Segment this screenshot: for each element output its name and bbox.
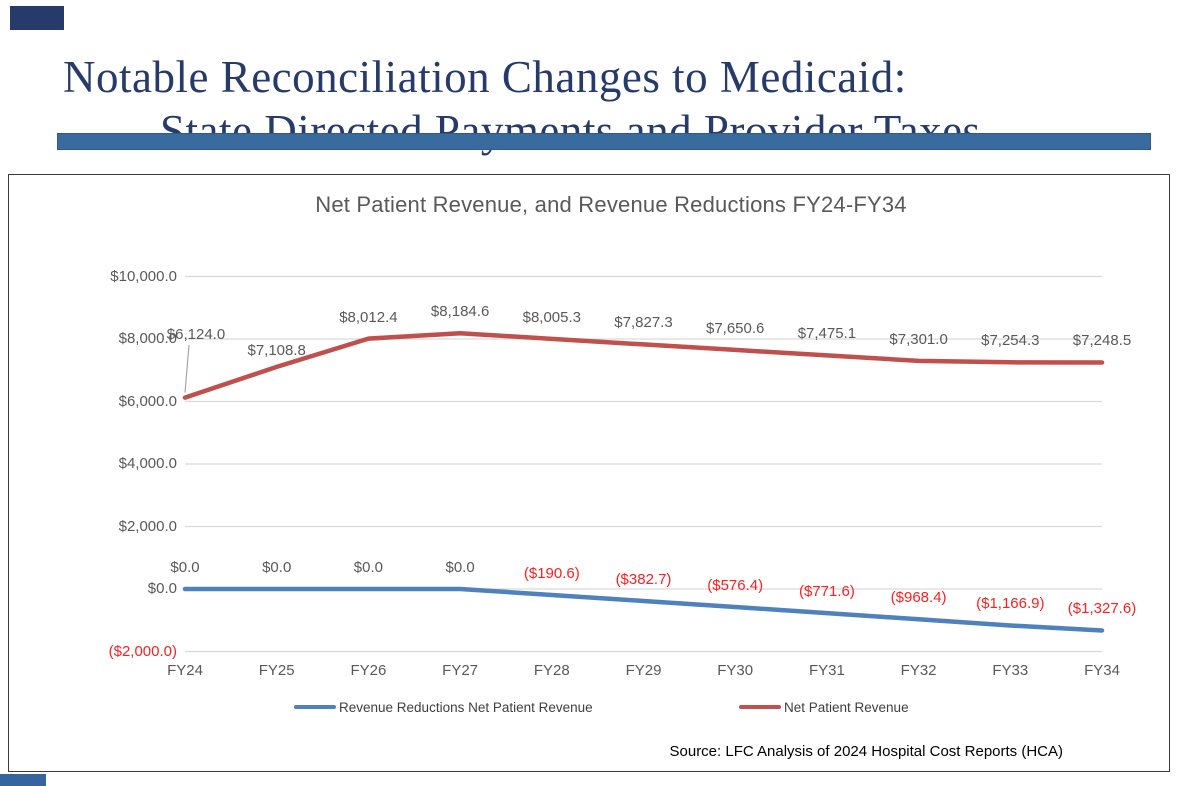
series-line-revenue-reductions bbox=[182, 586, 1105, 633]
legend-swatch-red-line bbox=[739, 704, 781, 710]
x-tick-label: FY26 bbox=[350, 662, 387, 679]
data-label: $6,124.0 bbox=[166, 326, 226, 343]
chart-frame: Net Patient Revenue, and Revenue Reducti… bbox=[8, 174, 1170, 772]
x-tick-label: FY30 bbox=[717, 662, 754, 679]
plot-area: Net Patient Revenue, and Revenue Reducti… bbox=[9, 175, 1169, 771]
data-label: $7,108.8 bbox=[247, 341, 306, 359]
x-tick-label: FY32 bbox=[900, 662, 937, 679]
data-label: $7,248.5 bbox=[1072, 332, 1132, 350]
data-label: ($576.4) bbox=[707, 577, 764, 594]
data-label: $0.0 bbox=[262, 559, 292, 576]
series-line-net-patient-revenue bbox=[182, 330, 1105, 400]
data-label: $0.0 bbox=[353, 559, 383, 576]
y-tick-label: $0.0 bbox=[147, 580, 177, 597]
x-tick-label: FY28 bbox=[533, 662, 570, 679]
slide-title: Notable Reconciliation Changes to Medica… bbox=[63, 50, 1143, 158]
title-divider-bar bbox=[57, 133, 1151, 150]
data-label: $7,301.0 bbox=[889, 330, 948, 348]
x-tick-label: FY27 bbox=[442, 662, 479, 679]
y-tick-label: ($2,000.0) bbox=[108, 642, 177, 660]
data-label: $0.0 bbox=[170, 559, 200, 576]
data-label: ($968.4) bbox=[890, 589, 947, 607]
data-label: $8,012.4 bbox=[339, 308, 398, 326]
data-label: $7,475.1 bbox=[797, 325, 857, 343]
legend-swatch-blue-line bbox=[294, 704, 336, 710]
top-left-accent-block bbox=[10, 6, 64, 30]
legend-item-net-patient-revenue: Net Patient Revenue bbox=[739, 698, 909, 716]
legend-item-revenue-reductions: Revenue Reductions Net Patient Revenue bbox=[294, 698, 593, 716]
chart-canvas bbox=[182, 275, 1105, 653]
x-tick-label: FY29 bbox=[625, 662, 662, 679]
legend-label-revenue-reductions: Revenue Reductions Net Patient Revenue bbox=[339, 699, 593, 715]
data-label: ($1,166.9) bbox=[976, 595, 1045, 613]
chart-title: Net Patient Revenue, and Revenue Reducti… bbox=[315, 192, 907, 217]
data-label-leader-line bbox=[184, 344, 190, 393]
data-label: ($382.7) bbox=[615, 570, 672, 588]
data-label: ($190.6) bbox=[523, 564, 580, 582]
slide-title-line-2: State Directed Payments and Provider Tax… bbox=[160, 106, 981, 157]
slide-title-line-1: Notable Reconciliation Changes to Medica… bbox=[63, 52, 907, 103]
y-tick-label: $2,000.0 bbox=[118, 517, 177, 535]
legend-label-net-patient-revenue: Net Patient Revenue bbox=[784, 699, 909, 715]
x-tick-label: FY31 bbox=[808, 662, 845, 679]
data-label: $7,827.3 bbox=[614, 314, 673, 332]
y-tick-label: $10,000.0 bbox=[110, 267, 177, 285]
data-label: $0.0 bbox=[445, 559, 475, 576]
source-note: Source: LFC Analysis of 2024 Hospital Co… bbox=[669, 743, 1064, 760]
data-label: ($1,327.6) bbox=[1067, 600, 1137, 618]
x-tick-label: FY25 bbox=[258, 662, 295, 679]
y-tick-label: $4,000.0 bbox=[118, 455, 177, 472]
data-label: $8,005.3 bbox=[522, 308, 581, 326]
x-tick-label: FY24 bbox=[167, 662, 203, 679]
x-tick-label: FY34 bbox=[1084, 662, 1120, 679]
data-label: $8,184.6 bbox=[430, 303, 490, 321]
data-label: $7,254.3 bbox=[981, 332, 1040, 350]
data-label: ($771.6) bbox=[798, 583, 855, 601]
y-tick-label: $6,000.0 bbox=[118, 392, 177, 410]
x-tick-label: FY33 bbox=[992, 662, 1029, 679]
bottom-left-accent-block bbox=[0, 774, 46, 786]
y-tick-label: $8,000.0 bbox=[118, 330, 177, 347]
data-label: $7,650.6 bbox=[705, 319, 765, 337]
